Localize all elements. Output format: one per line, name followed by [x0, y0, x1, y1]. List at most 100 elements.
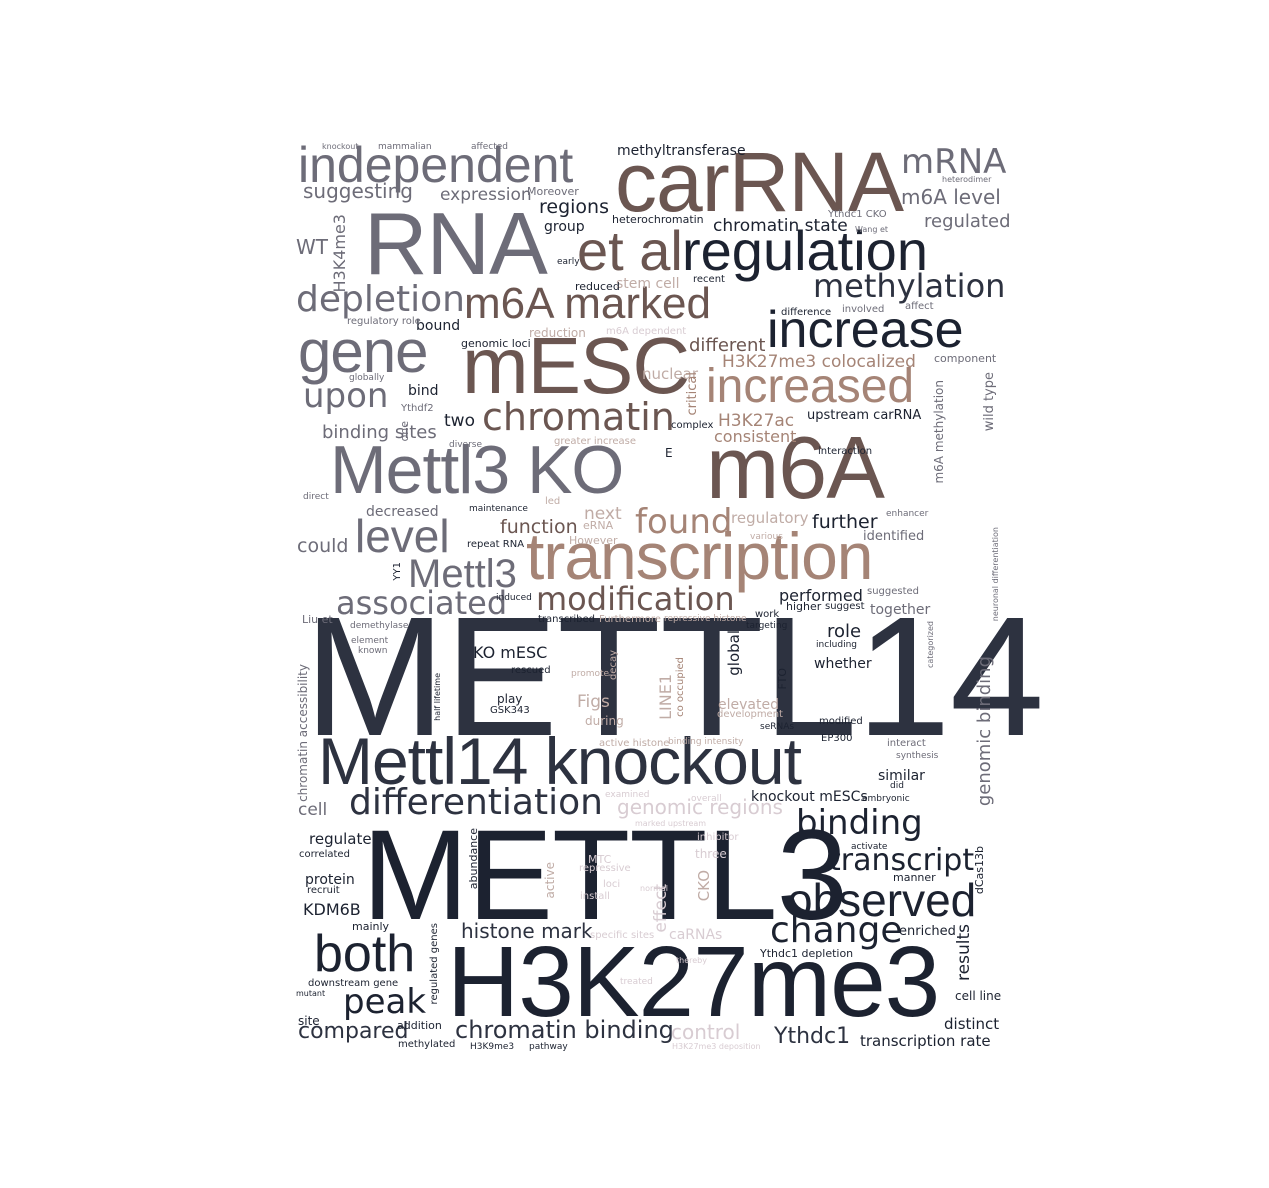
- word-cko: CKO: [695, 870, 713, 902]
- word-wt: WT: [296, 235, 328, 259]
- word-chromatin-state: chromatin state: [713, 216, 848, 236]
- word-mutant: mutant: [296, 989, 326, 998]
- word-could: could: [297, 535, 349, 557]
- word-normal: normal: [640, 884, 669, 893]
- word-wild-type: wild type: [982, 372, 997, 432]
- word-development: development: [717, 709, 783, 720]
- word-histone-mark: histone mark: [461, 919, 593, 943]
- word-transcription: transcription: [526, 519, 873, 593]
- word-role: role: [827, 621, 862, 642]
- word-whether: whether: [814, 656, 872, 672]
- word-transcript: transcript: [829, 843, 975, 878]
- word-knockout-mescs: knockout mESCs: [751, 789, 868, 805]
- word-genomic-loci: genomic loci: [461, 337, 531, 350]
- word-line1: LINE1: [656, 674, 675, 720]
- word-differentiation: differentiation: [349, 782, 603, 823]
- word-distinct: distinct: [944, 1015, 1000, 1033]
- word-treated: treated: [620, 977, 653, 987]
- word-element: element: [351, 636, 389, 646]
- word-both: both: [314, 925, 416, 983]
- word-modification: modification: [536, 580, 735, 618]
- word-genomic-binding: genomic binding: [974, 656, 995, 807]
- word-h3k27me3: H3K27me3: [447, 926, 940, 1038]
- word-install: install: [580, 891, 610, 902]
- word-suggest: suggest: [825, 601, 865, 612]
- word-identified: identified: [863, 529, 925, 544]
- word-greater-increase: greater increase: [554, 436, 637, 447]
- word-liu-et: Liu et: [302, 613, 333, 626]
- word-mesc: mESC: [462, 321, 690, 410]
- word-mammalian: mammalian: [378, 142, 432, 152]
- word-control: control: [671, 1020, 741, 1044]
- word-ythdc1-cko: Ythdc1 CKO: [828, 209, 887, 220]
- word-chromatin-binding: chromatin binding: [455, 1016, 674, 1044]
- word-mettl3: Mettl3: [408, 552, 517, 596]
- word-neuronal-differentiation: neuronal differentiation: [991, 527, 1000, 622]
- word-stem-cell: stem cell: [616, 276, 680, 292]
- word-gsk343: GSK343: [490, 705, 530, 716]
- word-sernas: seRNAs: [760, 722, 795, 732]
- word-modified: modified: [819, 716, 863, 727]
- word-repeat-rna: repeat RNA: [467, 539, 525, 550]
- word-cell-line: cell line: [955, 989, 1002, 1003]
- word-decay: decay: [608, 650, 619, 681]
- word-suggesting: suggesting: [303, 179, 413, 203]
- word-reduction: reduction: [529, 326, 586, 340]
- word-h3k27me3-deposition: H3K27me3 deposition: [672, 1042, 761, 1051]
- word-chromatin-accessibility: chromatin accessibility: [296, 664, 310, 802]
- word-associated: associated: [336, 584, 508, 622]
- word-group: group: [544, 219, 585, 235]
- word-genomic-regions: genomic regions: [617, 795, 783, 819]
- word-transcription-rate: transcription rate: [860, 1032, 991, 1050]
- word-performed: performed: [779, 586, 863, 605]
- word-known: known: [358, 646, 388, 656]
- word-increased: increased: [706, 360, 915, 413]
- word-peak: peak: [343, 982, 427, 1022]
- word-results: results: [954, 924, 974, 981]
- word-affect: affect: [905, 301, 934, 312]
- word-mettl3-ko: Mettl3 KO: [330, 432, 624, 508]
- word-inhibitor: inhibitor: [697, 832, 739, 843]
- word-however: However: [569, 534, 618, 547]
- word-rna: RNA: [364, 194, 548, 293]
- word-globally: globally: [349, 373, 385, 383]
- word-active: active: [543, 862, 557, 899]
- word-work: work: [755, 609, 780, 620]
- word-next: next: [584, 504, 622, 524]
- word-enriched: enriched: [899, 924, 956, 939]
- word-observed: observed: [787, 874, 977, 926]
- word-regulated: regulated: [924, 211, 1011, 232]
- word-repressive-histone: repressive histone: [664, 614, 747, 624]
- word-function: function: [500, 516, 578, 538]
- word-mainly: mainly: [352, 920, 390, 933]
- word-elevated: elevated: [718, 697, 779, 713]
- word-involved: involved: [842, 304, 885, 315]
- word-demethylase: demethylase: [350, 621, 409, 631]
- word-increase: increase: [767, 301, 964, 359]
- word-repressive: repressive: [579, 863, 631, 874]
- word-moreover: Moreover: [527, 185, 579, 198]
- word-overall: overall: [691, 794, 722, 804]
- word-regulate: regulate: [309, 830, 372, 848]
- word-h3k4me3: H3K4me3: [330, 214, 349, 293]
- word-decreased: decreased: [366, 504, 439, 520]
- word-found: found: [635, 502, 733, 542]
- word-marked-upstream: marked upstream: [635, 819, 707, 828]
- word-transcribed: transcribed: [538, 614, 595, 625]
- word-half-lifetime: half lifetime: [433, 673, 442, 721]
- word-synthesis: synthesis: [896, 751, 939, 761]
- word-one: one: [398, 421, 411, 442]
- word-regulatory: regulatory: [731, 509, 809, 527]
- word-carrna: carRNA: [615, 135, 904, 229]
- word-critical: critical: [685, 372, 700, 416]
- word-component: component: [934, 352, 997, 365]
- word-fto: FTO: [776, 668, 789, 690]
- word-bound: bound: [416, 318, 461, 334]
- word-methyltransferase: methyltransferase: [617, 143, 746, 159]
- word-ythdc1-depletion: Ythdc1 depletion: [760, 947, 854, 960]
- word-mrna: mRNA: [901, 142, 1007, 182]
- word-global: global: [725, 630, 743, 676]
- word-m6a-methylation: m6A methylation: [932, 380, 946, 484]
- word-ythdf2: Ythdf2: [401, 403, 434, 414]
- word-regions: regions: [539, 196, 609, 218]
